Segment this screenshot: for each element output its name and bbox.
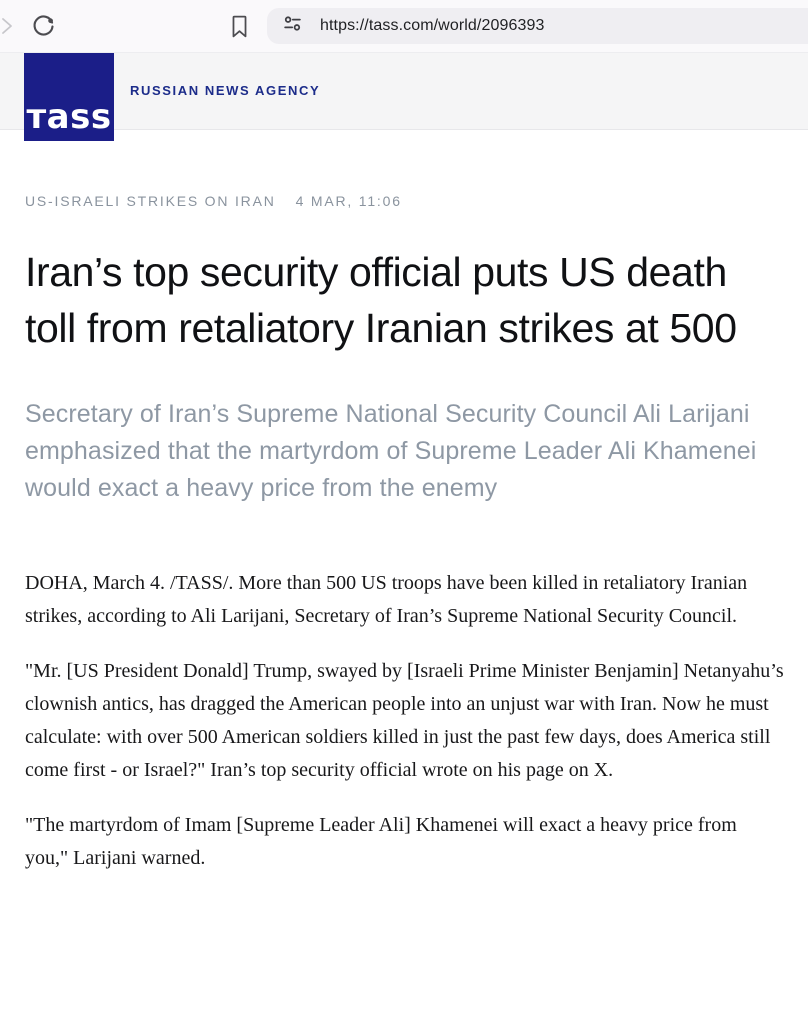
bookmark-icon[interactable] <box>227 13 252 40</box>
article-paragraph: "Mr. [US President Donald] Trump, swayed… <box>25 660 784 781</box>
article-tag[interactable]: US-ISRAELI STRIKES ON IRAN <box>25 193 276 209</box>
tass-logo[interactable]: тass <box>24 53 114 141</box>
article-paragraph: DOHA, March 4. /TASS/. More than 500 US … <box>25 572 748 627</box>
article-body: DOHA, March 4. /TASS/. More than 500 US … <box>25 567 784 875</box>
tass-logo-wordmark: тass <box>26 97 112 137</box>
address-bar[interactable]: https://tass.com/world/2096393 <box>267 8 808 44</box>
site-settings-icon[interactable] <box>282 13 303 39</box>
reload-icon[interactable] <box>30 13 57 40</box>
forward-icon[interactable] <box>0 14 17 38</box>
article-headline: Iran’s top security official puts US dea… <box>25 249 737 351</box>
article-timestamp: 4 MAR, 11:06 <box>295 193 402 209</box>
agency-tagline: RUSSIAN NEWS AGENCY <box>130 83 321 98</box>
article-paragraph: "The martyrdom of Imam [Supreme Leader A… <box>25 814 737 869</box>
article-meta: US-ISRAELI STRIKES ON IRAN 4 MAR, 11:06 <box>25 193 784 209</box>
url-text[interactable]: https://tass.com/world/2096393 <box>320 17 545 34</box>
browser-toolbar: https://tass.com/world/2096393 <box>0 0 808 52</box>
article-subtitle: Secretary of Iran’s Supreme National Sec… <box>25 400 757 502</box>
site-header: тass RUSSIAN NEWS AGENCY <box>0 52 808 141</box>
article: US-ISRAELI STRIKES ON IRAN 4 MAR, 11:06 … <box>0 130 808 905</box>
